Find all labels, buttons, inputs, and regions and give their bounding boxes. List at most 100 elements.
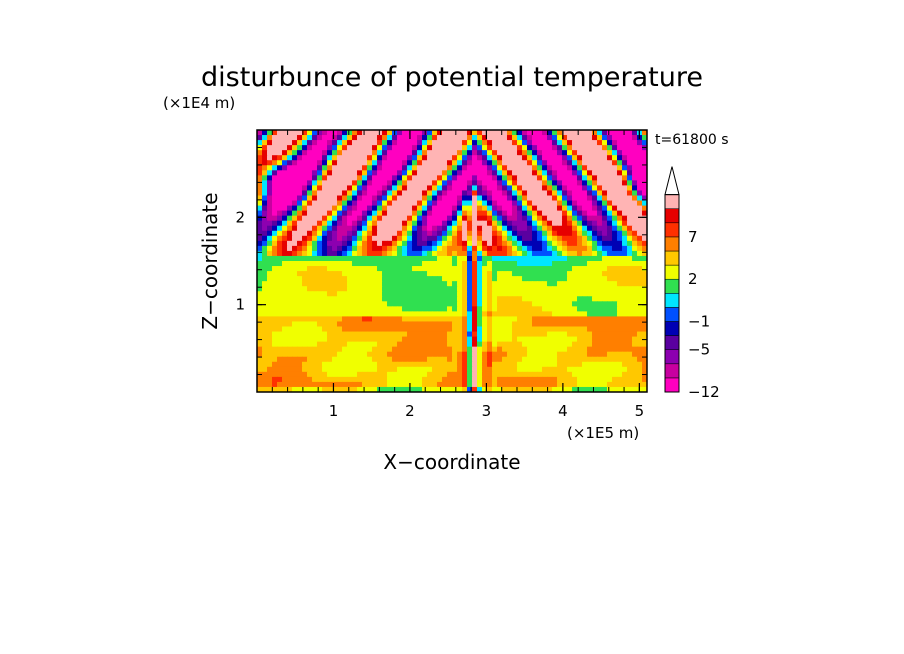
field-cell [592,235,598,242]
field-cell [412,195,418,202]
field-cell [382,316,388,323]
field-cell [267,220,273,227]
field-cell [317,215,323,222]
field-cell [387,276,393,282]
field-cell [592,271,598,277]
field-cell [542,230,548,237]
field-cell [407,180,413,187]
field-cell [412,386,418,392]
field-cell [407,220,413,227]
field-cell [477,175,483,181]
field-cell [487,220,493,227]
field-cell [627,185,633,192]
field-cell [272,205,278,212]
field-cell [602,381,608,388]
field-cell [542,381,548,388]
field-cell [597,210,603,217]
field-cell [487,266,493,272]
field-cell [342,351,348,358]
field-cell [347,215,353,222]
field-cell [462,356,468,363]
field-cell [557,195,563,202]
field-cell [257,286,263,292]
field-cell [637,296,643,302]
field-cell [597,386,603,392]
field-cell [362,245,368,252]
field-cell [432,366,438,373]
field-cell [382,185,388,192]
field-cell [312,190,318,197]
field-cell [557,351,563,358]
field-cell [407,266,413,272]
field-cell [412,185,418,192]
field-cell [462,245,468,252]
field-cell [427,386,433,392]
field-cell [622,381,628,388]
field-cell [642,235,647,242]
field-cell [272,341,278,348]
field-cell [602,336,608,343]
field-cell [382,245,388,252]
field-cell [512,165,518,171]
field-cell [527,366,533,373]
field-cell [617,225,623,232]
field-cell [567,240,573,247]
field-cell [562,321,568,328]
field-cell [417,200,423,207]
field-cell [402,266,408,272]
field-cell [302,381,308,388]
field-cell [497,361,503,368]
field-cell [482,281,488,287]
field-cell [367,341,373,348]
field-cell [537,266,543,272]
field-cell [282,130,288,136]
field-cell [377,331,383,338]
field-cell [387,351,393,358]
field-cell [537,376,543,383]
field-cell [502,130,508,136]
field-cell [332,376,338,383]
field-cell [517,175,523,181]
field-cell [367,135,373,141]
field-cell [497,311,503,318]
field-cell [282,301,288,307]
field-cell [337,301,343,307]
field-cell [422,286,428,292]
field-cell [362,306,368,312]
field-cell [502,235,508,242]
field-cell [272,175,278,181]
field-cell [267,130,273,136]
field-cell [272,296,278,302]
field-cell [492,175,498,181]
field-cell [352,155,358,161]
field-cell [517,200,523,207]
field-cell [262,205,268,212]
field-cell [617,316,623,323]
field-cell [337,145,343,151]
field-cell [547,240,553,247]
field-cell [457,180,463,187]
field-cell [507,361,513,368]
field-cell [587,296,593,302]
field-cell [397,291,403,297]
field-cell [312,346,318,353]
field-cell [592,155,598,161]
field-cell [637,351,643,358]
field-cell [382,210,388,217]
field-cell [527,200,533,207]
field-cell [547,366,553,373]
field-cell [357,185,363,192]
field-cell [637,376,643,383]
field-cell [272,286,278,292]
field-cell [277,250,283,257]
field-cell [517,245,523,252]
field-cell [632,170,638,176]
field-cell [512,271,518,277]
field-cell [562,170,568,176]
field-cell [397,366,403,373]
field-cell [452,346,458,353]
field-cell [607,356,613,363]
field-cell [467,220,473,227]
field-cell [422,291,428,297]
field-cell [507,205,513,212]
